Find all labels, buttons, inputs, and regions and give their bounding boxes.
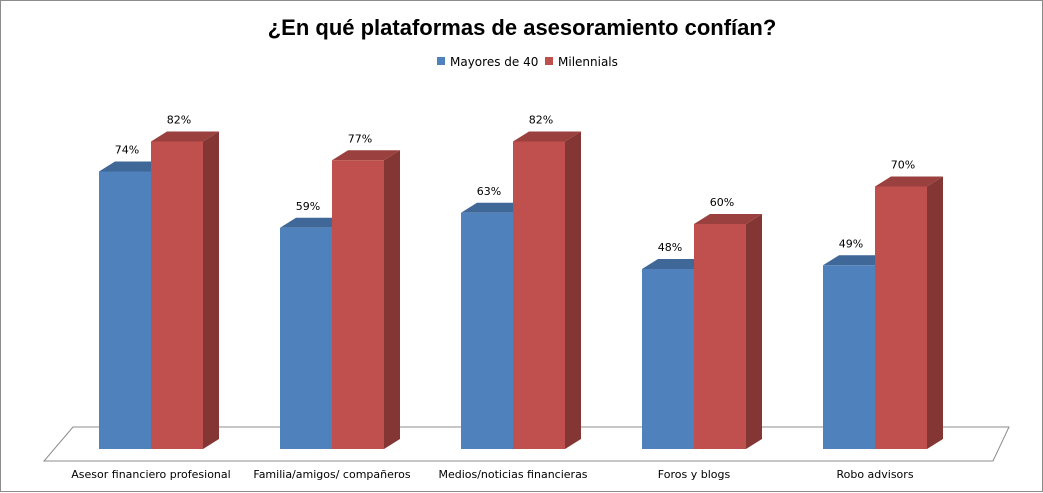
bar-side-3-1: [746, 214, 762, 449]
data-labels-group: 74% 82% 59% 77% 63% 82% 48% 60% 49% 70%: [115, 114, 915, 255]
bar-top-3-1: [694, 214, 762, 224]
category-label-2: Medios/noticias financieras: [438, 468, 587, 481]
bar-0-1: [151, 141, 203, 449]
data-label-3-0: 48%: [658, 241, 682, 254]
bar-side-1-1: [384, 150, 400, 449]
bar-4-0: [823, 265, 875, 449]
bars-group: [99, 131, 943, 449]
bar-2-1: [513, 141, 565, 449]
bar-side-2-1: [565, 131, 581, 449]
bar-3-0: [642, 269, 694, 449]
data-label-0-0: 74%: [115, 144, 139, 157]
bar-4-1: [875, 186, 927, 449]
bar-top-2-0: [461, 202, 529, 213]
bar-top-1-1: [332, 150, 400, 161]
bar-3-1: [694, 224, 746, 449]
legend-swatch-milennials: [545, 57, 553, 65]
bar-0-0: [99, 171, 151, 449]
category-label-3: Foros y blogs: [658, 468, 731, 481]
data-label-2-0: 63%: [477, 185, 501, 198]
data-label-2-1: 82%: [529, 114, 553, 127]
bar-top-0-1: [151, 131, 219, 142]
bar-top-4-1: [875, 176, 943, 187]
legend-label-milennials: Milennials: [558, 55, 618, 69]
bar-2-0: [461, 212, 513, 449]
chart-title: ¿En qué plataformas de asesoramiento con…: [268, 15, 777, 40]
legend-swatch-mayores: [437, 57, 445, 65]
data-label-3-1: 60%: [710, 196, 734, 209]
category-labels-group: Asesor financiero profesional Familia/ami…: [71, 468, 914, 481]
legend: Mayores de 40 Milennials: [437, 55, 618, 69]
data-label-1-0: 59%: [296, 200, 320, 213]
legend-label-mayores: Mayores de 40: [450, 55, 538, 69]
bar-top-1-0: [280, 217, 348, 228]
data-label-4-1: 70%: [891, 159, 915, 172]
bar-1-0: [280, 227, 332, 449]
bar-side-4-1: [927, 176, 943, 449]
bar-1-1: [332, 160, 384, 449]
data-label-1-1: 77%: [348, 132, 372, 145]
bar-top-4-0: [823, 255, 891, 266]
bar-top-3-0: [642, 259, 710, 269]
data-label-4-0: 49%: [839, 237, 863, 250]
category-label-4: Robo advisors: [836, 468, 913, 481]
bar-top-0-0: [99, 161, 167, 172]
bar-side-0-1: [203, 131, 219, 449]
category-label-1: Familia/amigos/ compañeros: [253, 468, 411, 481]
bar-top-2-1: [513, 131, 581, 142]
data-label-0-1: 82%: [167, 114, 191, 127]
category-label-0: Asesor financiero profesional: [71, 468, 230, 481]
